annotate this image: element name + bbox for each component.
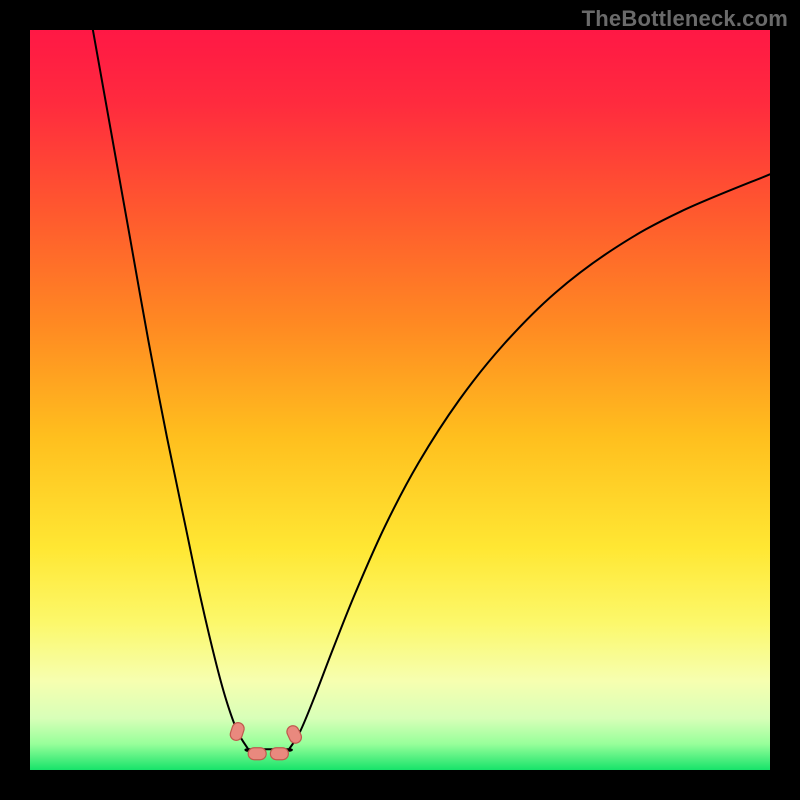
chart-frame: TheBottleneck.com bbox=[0, 0, 800, 800]
gradient-background bbox=[30, 30, 770, 770]
data-marker bbox=[270, 748, 288, 760]
chart-svg bbox=[30, 30, 770, 770]
plot-area bbox=[30, 30, 770, 770]
data-marker bbox=[248, 748, 266, 760]
watermark-text: TheBottleneck.com bbox=[582, 6, 788, 32]
